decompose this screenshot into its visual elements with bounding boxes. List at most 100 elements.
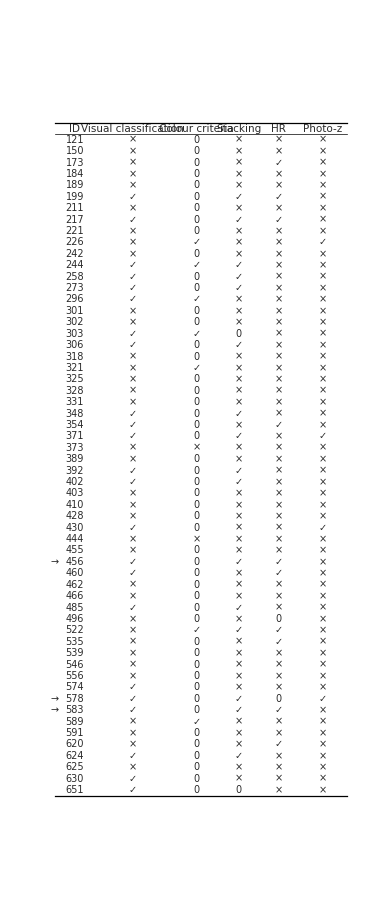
Text: ×: × [235, 146, 243, 156]
Text: ×: × [318, 557, 327, 567]
Text: ×: × [318, 603, 327, 612]
Text: 0: 0 [193, 500, 200, 510]
Text: ×: × [274, 443, 282, 453]
Text: ✓: ✓ [129, 283, 136, 293]
Text: ×: × [274, 477, 282, 487]
Text: ×: × [274, 397, 282, 407]
Text: 0: 0 [193, 374, 200, 384]
Text: ×: × [274, 603, 282, 612]
Text: ×: × [318, 283, 327, 293]
Text: ×: × [129, 317, 136, 327]
Text: ×: × [318, 272, 327, 282]
Text: ×: × [235, 203, 243, 213]
Text: ×: × [235, 739, 243, 750]
Text: ✓: ✓ [129, 295, 136, 304]
Text: ×: × [318, 454, 327, 464]
Text: ×: × [318, 580, 327, 590]
Text: ×: × [129, 180, 136, 190]
Text: ×: × [235, 226, 243, 236]
Text: ✓: ✓ [129, 682, 136, 692]
Text: ×: × [274, 340, 282, 350]
Text: 389: 389 [65, 454, 84, 464]
Text: ×: × [274, 500, 282, 510]
Text: ×: × [192, 443, 200, 453]
Text: ✓: ✓ [235, 260, 243, 270]
Text: ✓: ✓ [235, 705, 243, 715]
Text: ×: × [274, 306, 282, 316]
Text: ×: × [274, 203, 282, 213]
Text: ×: × [235, 249, 243, 259]
Text: ✓: ✓ [318, 523, 327, 533]
Text: ×: × [235, 135, 243, 145]
Text: ✓: ✓ [318, 694, 327, 704]
Text: ✓: ✓ [235, 283, 243, 293]
Text: 0: 0 [193, 386, 200, 396]
Text: 0: 0 [193, 523, 200, 533]
Text: ✓: ✓ [129, 465, 136, 476]
Text: ×: × [318, 192, 327, 202]
Text: ✓: ✓ [192, 329, 200, 339]
Text: ×: × [235, 157, 243, 168]
Text: ✓: ✓ [129, 568, 136, 578]
Text: 0: 0 [193, 431, 200, 442]
Text: ✓: ✓ [129, 774, 136, 784]
Text: ×: × [318, 717, 327, 726]
Text: ×: × [235, 545, 243, 556]
Text: ×: × [318, 614, 327, 624]
Text: 0: 0 [193, 762, 200, 772]
Text: ×: × [318, 728, 327, 738]
Text: ✓: ✓ [129, 329, 136, 339]
Text: ✓: ✓ [235, 215, 243, 224]
Text: ×: × [235, 511, 243, 521]
Text: ✓: ✓ [235, 272, 243, 282]
Text: 173: 173 [65, 157, 84, 168]
Text: ×: × [235, 489, 243, 498]
Text: ✓: ✓ [129, 215, 136, 224]
Text: 0: 0 [193, 409, 200, 418]
Text: 226: 226 [65, 237, 84, 248]
Text: 0: 0 [193, 157, 200, 168]
Text: ×: × [274, 511, 282, 521]
Text: 624: 624 [65, 751, 84, 761]
Text: ×: × [235, 717, 243, 726]
Text: ✓: ✓ [318, 237, 327, 248]
Text: ✓: ✓ [235, 557, 243, 567]
Text: ×: × [129, 580, 136, 590]
Text: →: → [51, 705, 59, 715]
Text: 0: 0 [193, 705, 200, 715]
Text: ✓: ✓ [274, 625, 282, 635]
Text: 0: 0 [193, 454, 200, 464]
Text: ×: × [235, 671, 243, 681]
Text: ✓: ✓ [235, 751, 243, 761]
Text: 0: 0 [193, 317, 200, 327]
Text: ×: × [318, 180, 327, 190]
Text: ✓: ✓ [129, 260, 136, 270]
Text: 0: 0 [193, 751, 200, 761]
Text: 0: 0 [193, 785, 200, 795]
Text: ✓: ✓ [235, 431, 243, 442]
Text: ×: × [129, 728, 136, 738]
Text: ×: × [318, 659, 327, 670]
Text: 556: 556 [65, 671, 84, 681]
Text: 0: 0 [193, 306, 200, 316]
Text: ×: × [318, 568, 327, 578]
Text: ×: × [274, 454, 282, 464]
Text: 485: 485 [65, 603, 84, 612]
Text: ×: × [318, 295, 327, 304]
Text: ×: × [318, 386, 327, 396]
Text: ×: × [318, 785, 327, 795]
Text: ×: × [129, 739, 136, 750]
Text: ×: × [192, 534, 200, 544]
Text: 0: 0 [193, 545, 200, 556]
Text: 189: 189 [65, 180, 84, 190]
Text: 321: 321 [65, 363, 84, 373]
Text: ×: × [318, 363, 327, 373]
Text: ✓: ✓ [129, 785, 136, 795]
Text: ✓: ✓ [274, 705, 282, 715]
Text: 0: 0 [193, 694, 200, 704]
Text: ×: × [235, 306, 243, 316]
Text: ✓: ✓ [129, 431, 136, 442]
Text: ×: × [129, 203, 136, 213]
Text: ×: × [274, 226, 282, 236]
Text: ×: × [318, 226, 327, 236]
